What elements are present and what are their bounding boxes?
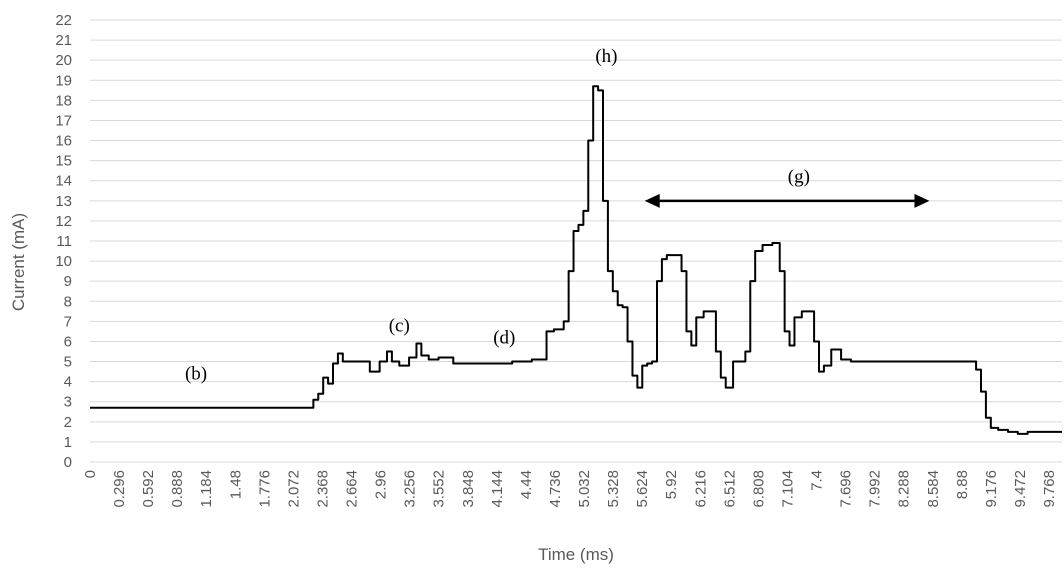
x-tick-label: 6.512 xyxy=(721,470,738,508)
annotation-label: (b) xyxy=(185,364,207,385)
y-tick-label: 14 xyxy=(55,173,72,190)
x-tick-label: 3.552 xyxy=(431,470,448,508)
annotations: (b) (c) (d) (h) (g) xyxy=(185,46,810,384)
arrow-head-left xyxy=(644,193,660,208)
x-tick-label: 0.592 xyxy=(140,470,157,508)
y-tick-label: 5 xyxy=(64,354,72,371)
y-tick-label: 4 xyxy=(64,374,72,391)
y-tick-label: 3 xyxy=(64,394,72,411)
y-tick-label: 11 xyxy=(56,233,72,250)
y-axis-title: Current (mA) xyxy=(9,213,28,311)
x-tick-label: 7.992 xyxy=(867,470,884,508)
x-tick-label: 6.808 xyxy=(750,470,767,508)
x-tick-label: 1.48 xyxy=(227,470,244,499)
x-tick-label: 8.584 xyxy=(925,470,942,508)
y-tick-label: 12 xyxy=(55,213,72,230)
x-tick-label: 5.92 xyxy=(663,470,680,499)
x-tick-label: 4.44 xyxy=(518,470,535,499)
x-tick-label: 2.072 xyxy=(285,470,302,508)
x-tick-label: 9.176 xyxy=(983,470,1000,508)
x-tick-label: 7.104 xyxy=(779,470,796,508)
x-tick-label: 3.256 xyxy=(402,470,419,508)
x-tick-label: 4.144 xyxy=(489,470,506,508)
x-tick-label: 2.96 xyxy=(373,470,390,499)
x-tick-label: 3.848 xyxy=(460,470,477,508)
x-tick-label: 8.88 xyxy=(954,470,971,499)
x-tick-labels: 0 0.296 0.592 0.888 1.184 1.48 1.776 2.072 2.368… xyxy=(82,470,1058,508)
y-tick-label: 18 xyxy=(55,92,72,109)
gridlines xyxy=(90,19,1062,463)
y-tick-label: 13 xyxy=(55,193,72,210)
annotation-label: (c) xyxy=(389,315,410,336)
y-tick-label: 10 xyxy=(55,253,72,270)
range-arrow xyxy=(644,193,930,208)
annotation-label: (d) xyxy=(493,327,515,348)
x-tick-label: 1.184 xyxy=(198,470,215,508)
y-tick-label: 21 xyxy=(55,32,72,49)
annotation-label: (g) xyxy=(788,167,810,188)
x-tick-label: 1.776 xyxy=(256,470,273,508)
x-tick-label: 7.4 xyxy=(809,470,826,491)
x-tick-label: 7.696 xyxy=(838,470,855,508)
x-tick-label: 4.736 xyxy=(547,470,564,508)
x-tick-label: 2.664 xyxy=(344,470,361,508)
arrow-head-right xyxy=(914,193,930,208)
x-tick-label: 5.624 xyxy=(634,470,651,508)
y-tick-label: 2 xyxy=(64,414,72,431)
x-tick-label: 0.888 xyxy=(169,470,186,508)
y-tick-label: 22 xyxy=(55,12,72,29)
x-tick-label: 5.032 xyxy=(576,470,593,508)
y-tick-label: 0 xyxy=(64,454,72,471)
y-tick-label: 17 xyxy=(55,112,72,129)
y-tick-label: 1 xyxy=(64,434,72,451)
y-tick-label: 15 xyxy=(55,153,72,170)
y-tick-label: 6 xyxy=(64,333,72,350)
x-tick-label: 0.296 xyxy=(111,470,128,508)
y-tick-label: 20 xyxy=(55,52,72,69)
x-tick-label: 0 xyxy=(82,470,99,478)
series-line-0 xyxy=(90,85,1062,435)
y-tick-label: 8 xyxy=(64,293,72,310)
x-tick-label: 9.472 xyxy=(1012,470,1029,508)
x-tick-label: 6.216 xyxy=(692,470,709,508)
y-tick-label: 7 xyxy=(64,313,72,330)
data-series xyxy=(90,85,1062,435)
y-tick-label: 19 xyxy=(55,72,72,89)
x-tick-label: 2.368 xyxy=(314,470,331,508)
x-tick-label: 9.768 xyxy=(1041,470,1058,508)
annotation-label: (h) xyxy=(595,46,617,67)
x-axis-title: Time (ms) xyxy=(538,545,614,564)
y-tick-label: 9 xyxy=(64,273,72,290)
y-tick-label: 16 xyxy=(55,133,72,150)
x-tick-label: 8.288 xyxy=(896,470,913,508)
x-tick-label: 5.328 xyxy=(605,470,622,508)
